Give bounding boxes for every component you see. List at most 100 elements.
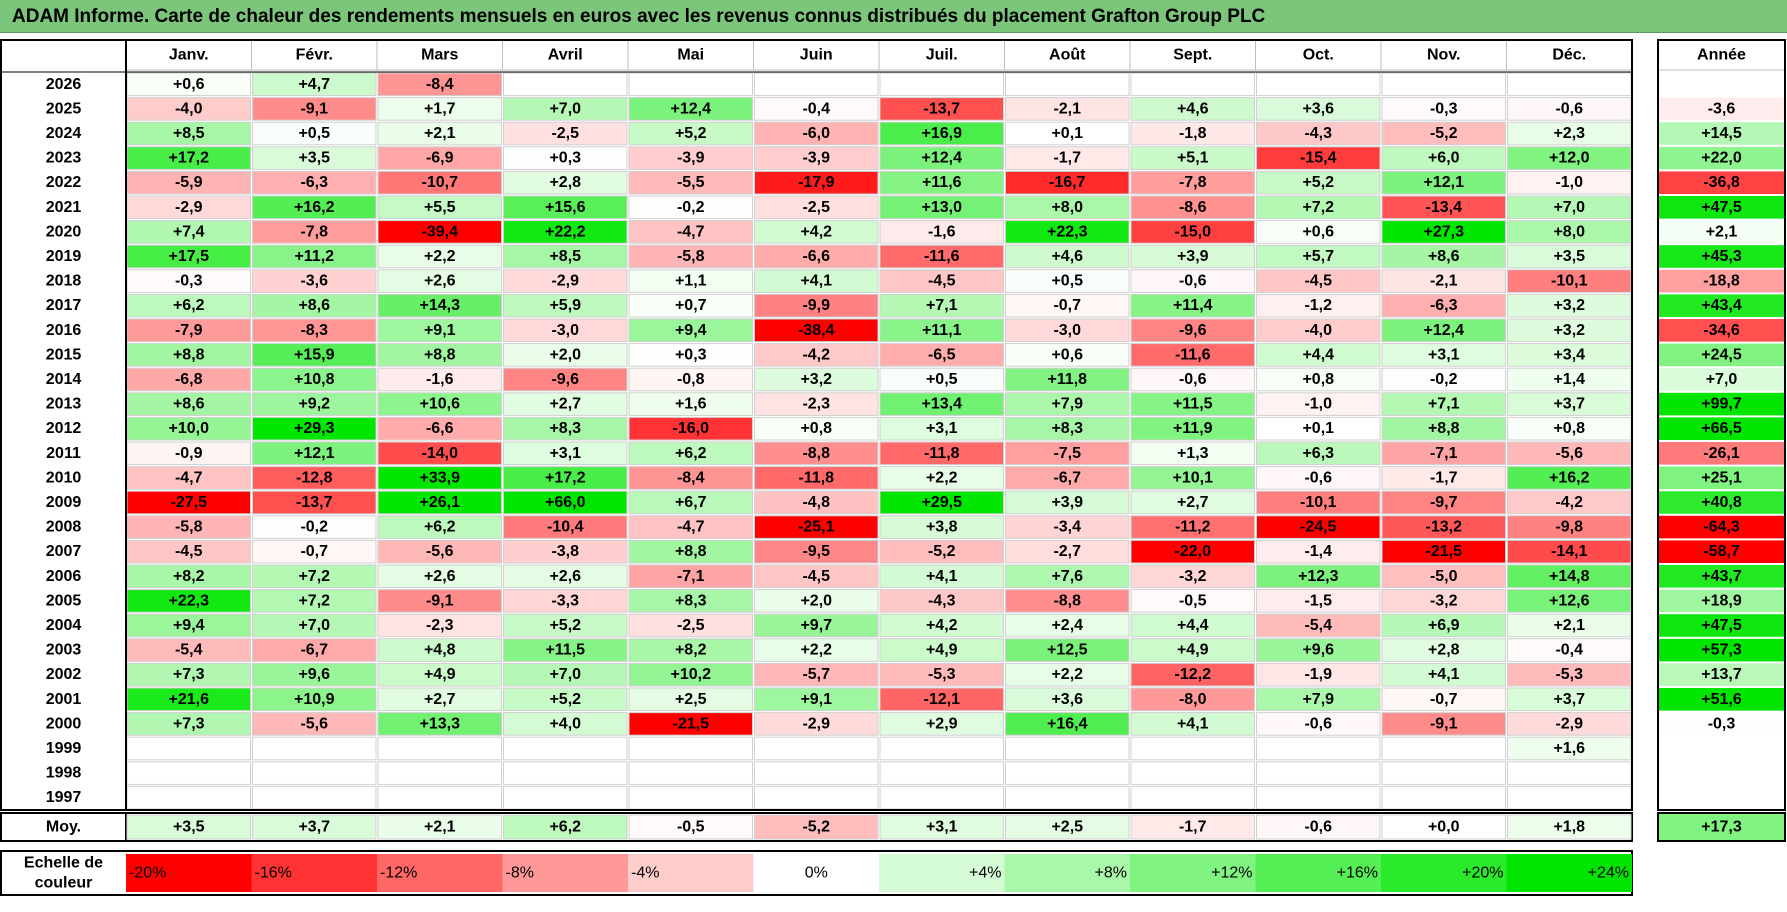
cell-value-label: +5,2 [675,125,707,142]
heatmap-cell [252,97,377,121]
cell-value-label: +15,6 [545,199,586,216]
heatmap-cell [1005,318,1130,343]
scale-swatch [1130,854,1256,892]
cell-value-label: -11,8 [798,469,834,486]
row-year-label: 2003 [46,642,82,659]
column-header-label: Juil. [926,47,958,64]
heatmap-cell [628,712,753,736]
annual-value-label: +43,7 [1701,568,1742,585]
heatmap-cell [628,490,753,515]
cell-value-label: -1,0 [1304,396,1332,413]
cell-value-label: -5,8 [175,519,203,536]
heatmap-cell [1256,121,1381,146]
heatmap-cell [377,785,502,810]
heatmap-cell [503,687,628,712]
annual-cell [1659,269,1784,293]
heatmap-cell [377,515,502,539]
heatmap-cell [503,269,628,293]
cell-value-label: -13,2 [1426,519,1463,536]
heatmap-cell [1256,244,1381,269]
annual-value-label: +43,4 [1701,297,1742,314]
cell-value-label: +12,5 [1047,642,1088,659]
cell-value-label: +3,6 [1302,100,1334,117]
cell-value-label: +7,9 [1051,396,1083,413]
annual-cell [1659,638,1784,662]
heatmap-cell [1507,72,1632,97]
heatmap-cell [377,662,502,687]
cell-value-label: +26,1 [420,494,461,511]
average-value-label: +1,8 [1553,819,1585,836]
annual-value-label: -3,6 [1708,100,1736,117]
scale-swatch-label: -12% [380,865,417,882]
cell-value-label: -11,6 [924,248,960,265]
annual-value-label: +2,1 [1706,223,1738,240]
cell-value-label: +0,7 [675,297,707,314]
cell-value-label: -1,6 [426,371,454,388]
heatmap-cell [252,343,377,367]
heatmap-cell [1130,736,1255,761]
cell-value-label: -13,7 [924,100,961,117]
annual-cell [1659,417,1784,440]
cell-value-label: -1,2 [1304,297,1332,314]
heatmap-cell [252,220,377,244]
cell-value-label: +0,1 [1051,125,1083,142]
column-header-cell [1255,39,1382,71]
heatmap-cell [252,72,377,97]
heatmap-cell [754,72,879,97]
heatmap-cell [503,662,628,687]
heatmap-cell [503,564,628,589]
average-value-label: +2,5 [1051,819,1083,836]
heatmap-cell [1256,146,1381,170]
annual-cell [1659,466,1784,490]
heatmap-cell [628,170,753,195]
heatmap-cell [503,613,628,638]
cell-value-label: +17,2 [545,469,586,486]
cell-value-label: -0,4 [802,100,830,117]
cell-value-label: -4,3 [1304,125,1332,142]
heatmap-cell [879,736,1004,761]
heatmap-cell [1005,416,1130,441]
cell-value-label: +5,1 [1177,150,1209,167]
annual-cell [1659,786,1784,809]
cell-value-label: +9,6 [298,666,330,683]
heatmap-cell [754,343,879,367]
heatmap-cell [1130,662,1255,687]
heatmap-cell [252,367,377,392]
heatmap-cell [252,269,377,293]
heatmap-cell [754,269,879,293]
heatmap-cell [879,416,1004,441]
row-year-label: 2025 [46,100,82,117]
heatmap-cell [503,736,628,761]
heatmap-cell [754,564,879,589]
cell-value-label: +3,2 [1553,297,1585,314]
row-year-label: 1998 [46,765,82,782]
cell-value-label: +9,6 [1302,642,1334,659]
average-cell [126,814,251,840]
heatmap-cell [1256,687,1381,712]
heatmap-cell [1256,613,1381,638]
cell-value-label: -11,8 [924,445,960,462]
cell-value-label: +9,2 [298,396,330,413]
heatmap-cell [1130,72,1255,97]
cell-value-label: +5,2 [549,617,581,634]
row-year-label: 2002 [46,666,82,683]
average-cell [1507,814,1632,840]
cell-value-label: -7,8 [300,223,328,240]
scale-swatch-label: -4% [631,865,659,882]
heatmap-cell [252,761,377,785]
cell-value-label: -5,4 [1304,617,1332,634]
cell-value-label: +2,3 [1553,125,1585,142]
average-annual-label: +17,3 [1701,819,1742,836]
heatmap-cell [628,146,753,170]
heatmap-cell [1130,564,1255,589]
cell-value-label: -3,2 [1430,592,1458,609]
heatmap-cell [1256,490,1381,515]
cell-value-label: +3,8 [926,519,958,536]
heatmap-cell [754,416,879,441]
scale-swatch-label: +20% [1462,865,1503,882]
average-value-label: +2,1 [424,819,456,836]
row-year-label: 2018 [46,273,82,290]
heatmap-cell [754,367,879,392]
annual-value-label: +66,5 [1701,420,1742,437]
cell-value-label: -3,9 [802,150,830,167]
